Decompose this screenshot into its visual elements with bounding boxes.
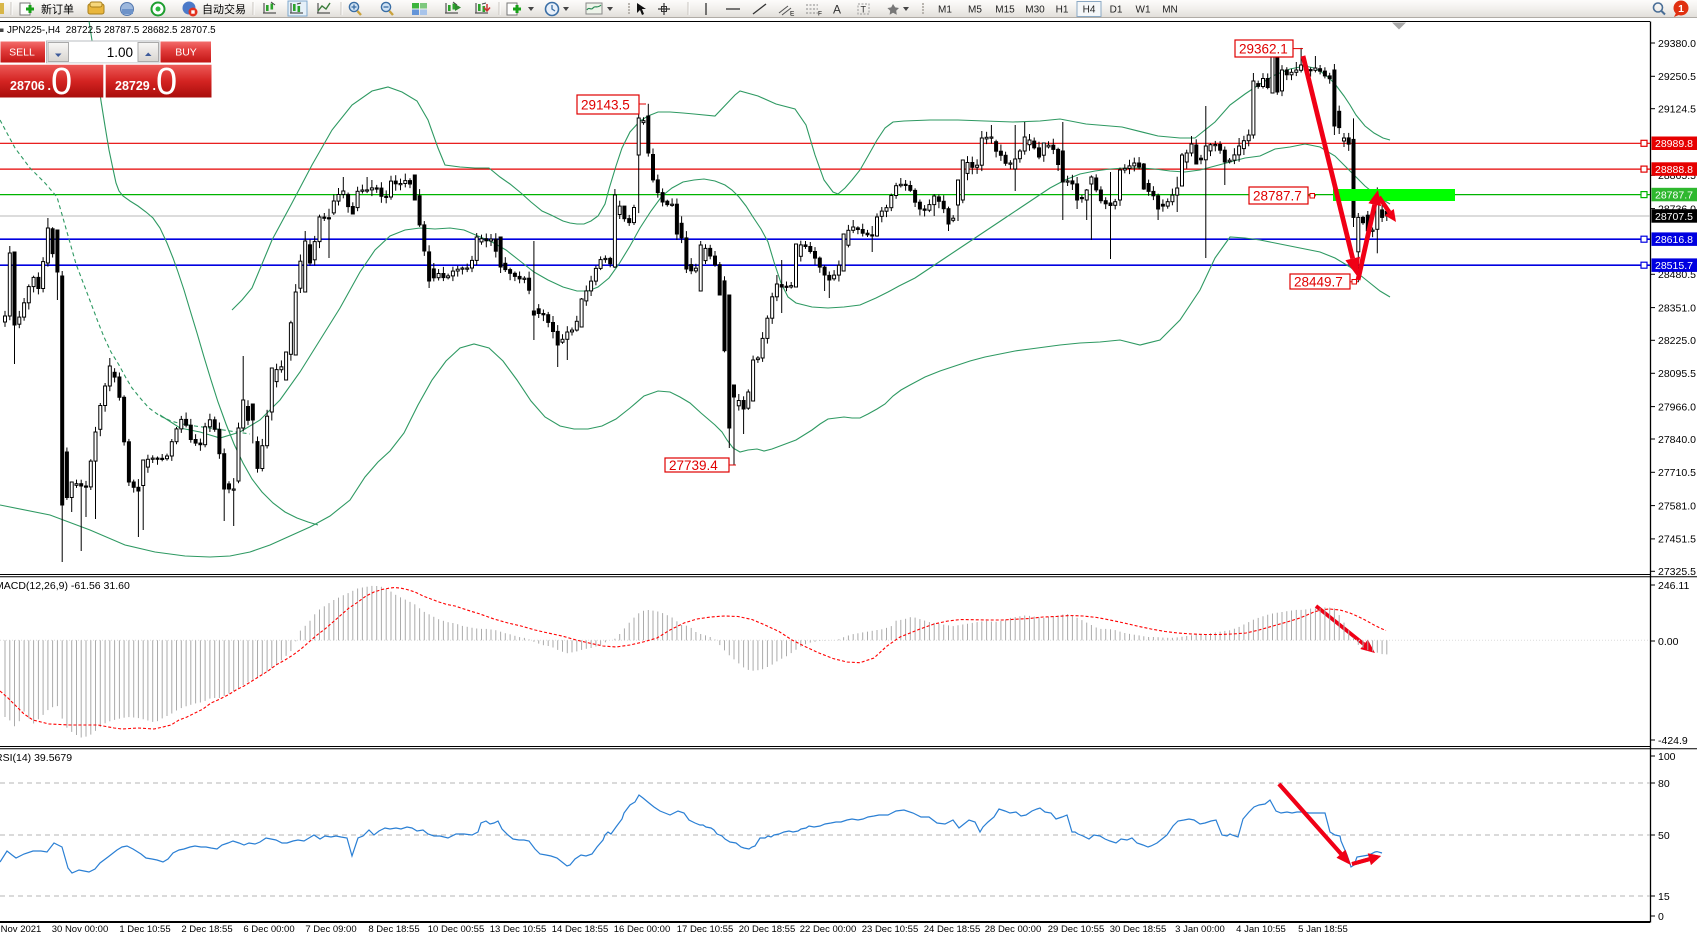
svg-text:28888.8: 28888.8 (1655, 164, 1693, 176)
svg-text:30 Nov 00:00: 30 Nov 00:00 (52, 924, 109, 934)
svg-text:100: 100 (1658, 751, 1676, 763)
svg-text:29143.5: 29143.5 (581, 98, 630, 113)
svg-text:SELL: SELL (9, 47, 35, 59)
svg-text:28515.7: 28515.7 (1655, 260, 1693, 272)
svg-text:23 Dec 10:55: 23 Dec 10:55 (862, 924, 919, 934)
svg-text:1: 1 (1678, 3, 1684, 15)
svg-text:16 Dec 00:00: 16 Dec 00:00 (614, 924, 671, 934)
svg-text:D1: D1 (1110, 5, 1123, 16)
svg-text:MACD(12,26,9) -61.56 31.60: MACD(12,26,9) -61.56 31.60 (0, 580, 130, 592)
svg-text:50: 50 (1658, 830, 1670, 842)
svg-text:28095.5: 28095.5 (1658, 368, 1696, 380)
svg-text:28989.8: 28989.8 (1655, 138, 1693, 150)
svg-text:27966.0: 27966.0 (1658, 401, 1696, 413)
svg-text:29362.1: 29362.1 (1239, 42, 1288, 57)
svg-text:2 Dec 18:55: 2 Dec 18:55 (181, 924, 232, 934)
svg-text:1.00: 1.00 (107, 45, 133, 60)
svg-text:-424.9: -424.9 (1658, 735, 1688, 747)
svg-text:20 Dec 18:55: 20 Dec 18:55 (739, 924, 796, 934)
svg-text:8 Dec 18:55: 8 Dec 18:55 (368, 924, 419, 934)
svg-text:H4: H4 (1083, 5, 1096, 16)
svg-text:.: . (153, 79, 156, 93)
svg-text:27840.0: 27840.0 (1658, 434, 1696, 446)
svg-text:28225.0: 28225.0 (1658, 335, 1696, 347)
svg-text:15: 15 (1658, 891, 1670, 903)
svg-text:28351.0: 28351.0 (1658, 302, 1696, 314)
svg-text:RSI(14) 39.5679: RSI(14) 39.5679 (0, 752, 72, 764)
svg-text:M1: M1 (938, 5, 952, 16)
svg-text:JPN225-,H4 28722.5 28787.5 28: JPN225-,H4 28722.5 28787.5 28682.5 28707… (7, 25, 216, 36)
svg-text:MN: MN (1162, 5, 1178, 16)
svg-text:T: T (861, 5, 867, 15)
svg-text:27451.5: 27451.5 (1658, 534, 1696, 546)
svg-text:30 Dec 18:55: 30 Dec 18:55 (1110, 924, 1167, 934)
svg-text:28787.7: 28787.7 (1253, 189, 1302, 204)
svg-text:28787.7: 28787.7 (1655, 189, 1693, 201)
svg-text:M15: M15 (995, 5, 1015, 16)
svg-text:28616.8: 28616.8 (1655, 234, 1693, 246)
svg-text:W1: W1 (1136, 5, 1151, 16)
svg-text:0: 0 (1658, 911, 1664, 923)
svg-text:27739.4: 27739.4 (669, 458, 718, 473)
svg-text:29124.5: 29124.5 (1658, 104, 1696, 116)
svg-text:M5: M5 (968, 5, 982, 16)
svg-text:27325.5: 27325.5 (1658, 566, 1696, 578)
svg-text:246.11: 246.11 (1658, 580, 1689, 592)
svg-text:27581.0: 27581.0 (1658, 500, 1696, 512)
svg-text:自动交易: 自动交易 (202, 2, 246, 16)
svg-text:Nov 2021: Nov 2021 (1, 924, 42, 934)
svg-text:E: E (790, 11, 795, 18)
svg-text:F: F (818, 11, 822, 18)
svg-text:3 Jan 00:00: 3 Jan 00:00 (1175, 924, 1225, 934)
svg-text:0: 0 (51, 61, 72, 103)
svg-text:24 Dec 18:55: 24 Dec 18:55 (924, 924, 981, 934)
svg-text:0: 0 (156, 61, 177, 103)
svg-text:10 Dec 00:55: 10 Dec 00:55 (428, 924, 485, 934)
svg-text:13 Dec 10:55: 13 Dec 10:55 (490, 924, 547, 934)
svg-text:BUY: BUY (175, 47, 197, 59)
svg-text:0.00: 0.00 (1658, 636, 1679, 648)
svg-text:新订单: 新订单 (41, 2, 74, 16)
svg-text:28 Dec 00:00: 28 Dec 00:00 (985, 924, 1042, 934)
svg-text:14 Dec 18:55: 14 Dec 18:55 (552, 924, 609, 934)
svg-text:28707.5: 28707.5 (1655, 211, 1693, 223)
svg-text:29250.5: 29250.5 (1658, 71, 1696, 83)
svg-text:28449.7: 28449.7 (1294, 275, 1343, 290)
svg-text:28706: 28706 (10, 79, 45, 93)
svg-text:1 Dec 10:55: 1 Dec 10:55 (119, 924, 170, 934)
svg-text:4 Jan 10:55: 4 Jan 10:55 (1236, 924, 1286, 934)
svg-text:M30: M30 (1025, 5, 1045, 16)
svg-text:5 Jan 18:55: 5 Jan 18:55 (1298, 924, 1348, 934)
svg-text:A: A (833, 3, 841, 17)
svg-text:80: 80 (1658, 778, 1670, 790)
svg-text:22 Dec 00:00: 22 Dec 00:00 (800, 924, 857, 934)
svg-text:.: . (48, 79, 51, 93)
svg-text:H1: H1 (1056, 5, 1069, 16)
svg-text:17 Dec 10:55: 17 Dec 10:55 (677, 924, 734, 934)
svg-text:28480.5: 28480.5 (1658, 269, 1696, 281)
svg-text:6 Dec 00:00: 6 Dec 00:00 (243, 924, 294, 934)
svg-text:28729: 28729 (115, 79, 150, 93)
svg-text:29380.0: 29380.0 (1658, 38, 1696, 50)
svg-text:29 Dec 10:55: 29 Dec 10:55 (1048, 924, 1105, 934)
svg-text:27710.5: 27710.5 (1658, 467, 1696, 479)
svg-text:7 Dec 09:00: 7 Dec 09:00 (305, 924, 356, 934)
